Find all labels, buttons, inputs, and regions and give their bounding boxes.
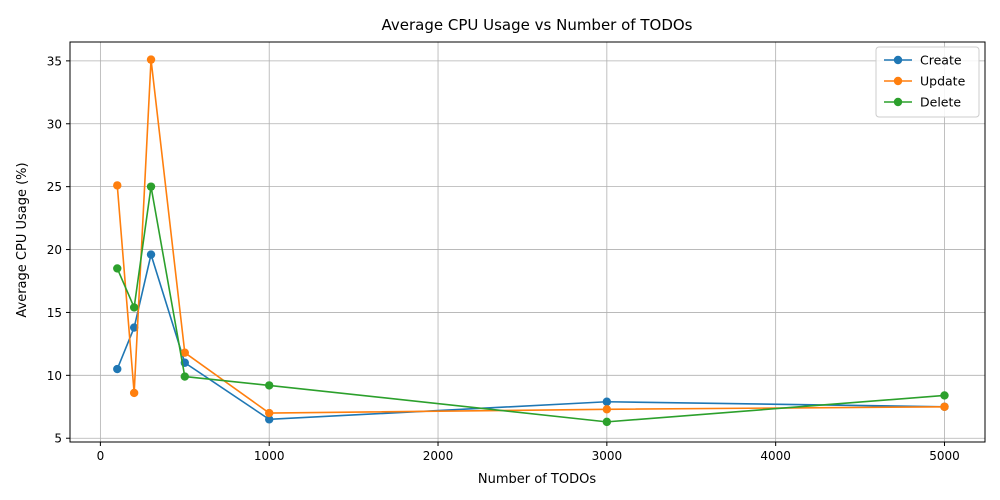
x-tick-label: 5000 — [929, 449, 960, 463]
data-point-delete — [265, 381, 274, 390]
x-tick-label: 4000 — [760, 449, 791, 463]
x-tick-label: 2000 — [423, 449, 454, 463]
legend-marker-update — [893, 76, 903, 86]
legend: Create Update Delete — [875, 46, 980, 118]
y-tick-label: 30 — [47, 117, 62, 131]
tick-layer: 0 1000 2000 3000 4000 5000 5 10 15 20 25 30 35 — [47, 54, 960, 463]
data-point-create — [602, 397, 612, 406]
data-point-create — [146, 250, 156, 259]
x-axis-label: Number of TODOs — [478, 472, 596, 487]
y-tick-label: 15 — [47, 306, 62, 320]
data-point-create — [129, 323, 139, 332]
x-tick-label: 3000 — [592, 449, 623, 463]
data-point-update — [602, 405, 612, 414]
y-tick-label: 20 — [47, 243, 62, 257]
data-point-update — [113, 181, 122, 190]
data-point-delete — [180, 372, 189, 381]
plot-frame — [69, 41, 986, 443]
data-point-update — [146, 55, 156, 64]
data-point-delete — [940, 391, 949, 400]
grid-layer — [70, 42, 985, 442]
y-tick-label: 5 — [54, 432, 62, 446]
data-point-update — [129, 388, 139, 398]
data-point-delete — [146, 182, 156, 191]
data-point-create — [265, 415, 274, 424]
legend-label-delete: Delete — [920, 95, 961, 110]
legend-marker-create — [893, 55, 903, 65]
x-tick-label: 1000 — [254, 449, 285, 463]
data-point-create — [113, 364, 122, 374]
series-create — [113, 250, 949, 424]
y-axis-label: Average CPU Usage (%) — [15, 162, 30, 317]
y-tick-label: 35 — [47, 54, 62, 68]
data-point-update — [940, 402, 949, 411]
data-point-delete — [602, 417, 612, 427]
data-point-delete — [129, 303, 139, 312]
legend-marker-delete — [893, 97, 903, 107]
series-layer — [113, 55, 949, 427]
series-update — [113, 55, 949, 418]
data-point-update — [265, 408, 274, 418]
legend-label-update: Update — [920, 74, 966, 89]
data-point-delete — [113, 264, 122, 273]
x-tick-label: 0 — [97, 449, 105, 463]
y-tick-label: 25 — [47, 180, 62, 194]
legend-label-create: Create — [920, 53, 962, 68]
y-tick-label: 10 — [47, 369, 62, 383]
chart-title: Average CPU Usage vs Number of TODOs — [382, 16, 693, 34]
legend-box — [875, 46, 980, 118]
data-point-update — [180, 348, 189, 357]
series-delete — [113, 182, 949, 427]
